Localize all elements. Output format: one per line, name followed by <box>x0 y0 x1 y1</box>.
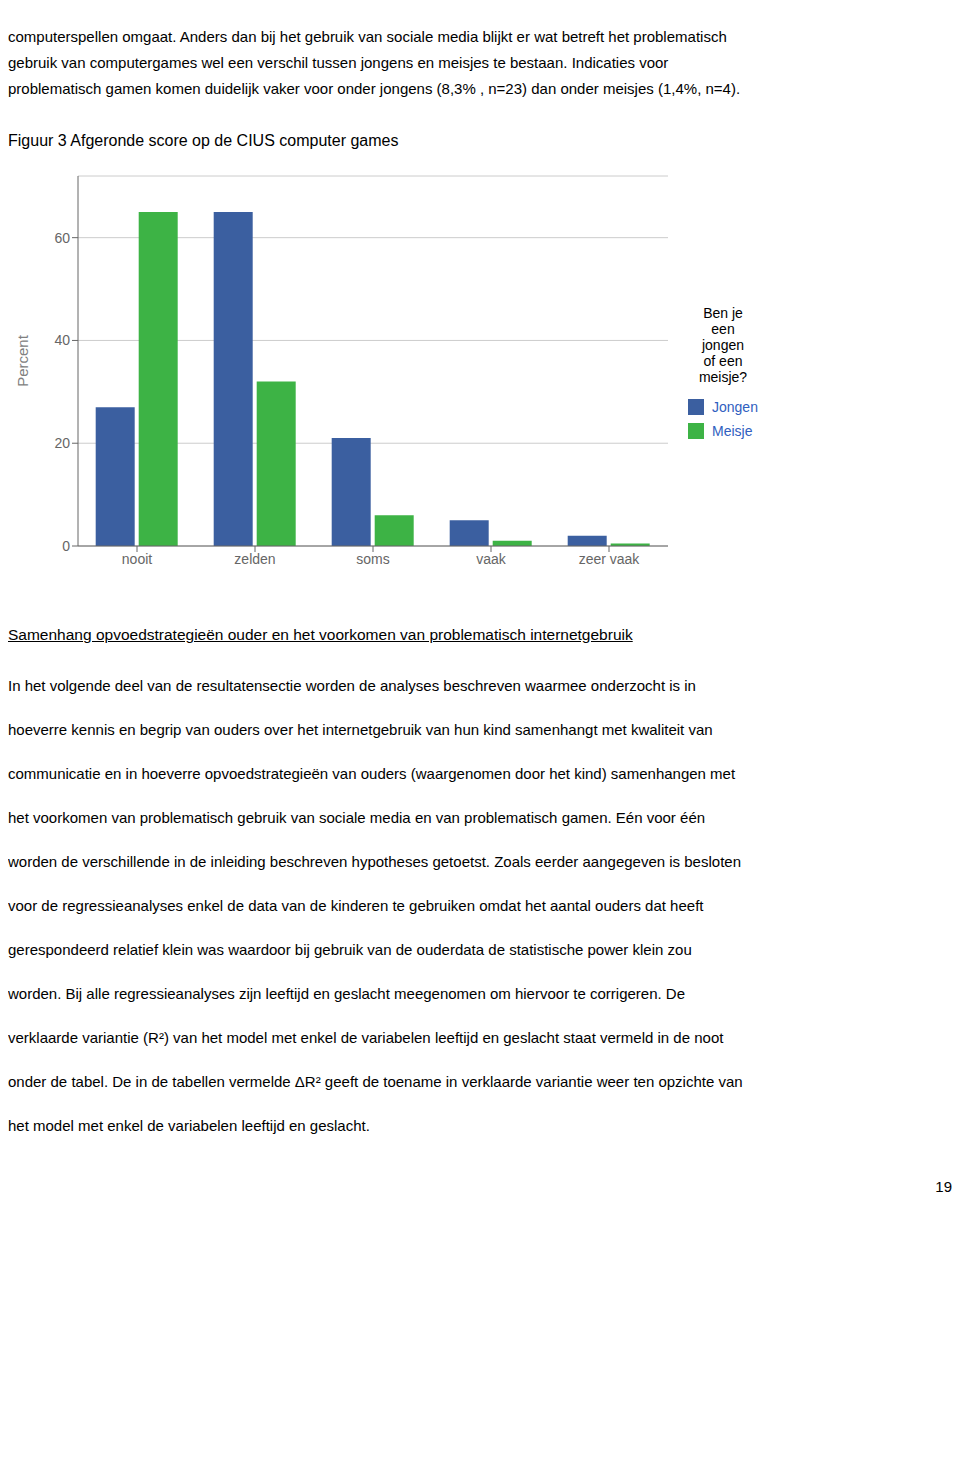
html-text:Meisje: Meisje <box>712 423 753 439</box>
html-text:Jongen: Jongen <box>712 399 758 415</box>
svg-text:Percent: Percent <box>14 334 31 387</box>
html-text:problematisch gamen komen duid: problematisch gamen komen duidelijk vake… <box>8 80 741 97</box>
html-text:hoeverre kennis en begrip van: hoeverre kennis en begrip van ouders ove… <box>8 721 713 738</box>
svg-text:zeer vaak: zeer vaak <box>579 551 641 567</box>
svg-text:60: 60 <box>54 230 70 246</box>
html-text:19: 19 <box>935 1178 952 1195</box>
svg-text:soms: soms <box>356 551 389 567</box>
html-text:worden de verschillende in de: worden de verschillende in de inleiding … <box>8 853 741 870</box>
html-text:computerspellen omgaat. Anders: computerspellen omgaat. Anders dan bij h… <box>8 28 727 45</box>
html-text:het voorkomen van problematisc: het voorkomen van problematisch gebruik … <box>8 809 706 826</box>
html-text:onder de tabel. De in de tabel: onder de tabel. De in de tabellen vermel… <box>8 1073 743 1090</box>
html-text:worden. Bij alle regressieanal: worden. Bij alle regressieanalyses zijn … <box>8 985 685 1002</box>
svg-text:0: 0 <box>62 538 70 554</box>
html-text:het model met enkel de variabe: het model met enkel de variabelen leefti… <box>8 1117 370 1134</box>
html-text:Ben je een jongen of een meisj: Ben je een jongen of een meisje? <box>698 305 748 385</box>
svg-text:20: 20 <box>54 435 70 451</box>
svg-text:vaak: vaak <box>476 551 507 567</box>
html-text:verklaarde variantie (R²) van: verklaarde variantie (R²) van het model … <box>8 1029 724 1046</box>
html-text:gebruik van computergames wel: gebruik van computergames wel een versch… <box>8 54 669 71</box>
svg-text:zelden: zelden <box>234 551 275 567</box>
svg-text:40: 40 <box>54 332 70 348</box>
html-text:voor de regressieanalyses enke: voor de regressieanalyses enkel de data … <box>8 897 704 914</box>
html-text:communicatie en in hoeverre op: communicatie en in hoeverre opvoedstrate… <box>8 765 736 782</box>
html-text:Figuur 3 Afgeronde score op de: Figuur 3 Afgeronde score op de CIUS comp… <box>8 132 399 149</box>
html-text:In het volgende deel van de re: In het volgende deel van de resultatense… <box>8 677 696 694</box>
svg-text:nooit: nooit <box>122 551 152 567</box>
html-text:gerespondeerd relatief klein w: gerespondeerd relatief klein was waardoo… <box>8 941 692 958</box>
html-text:Samenhang opvoedstrategieën ou: Samenhang opvoedstrategieën ouder en het… <box>8 626 633 643</box>
